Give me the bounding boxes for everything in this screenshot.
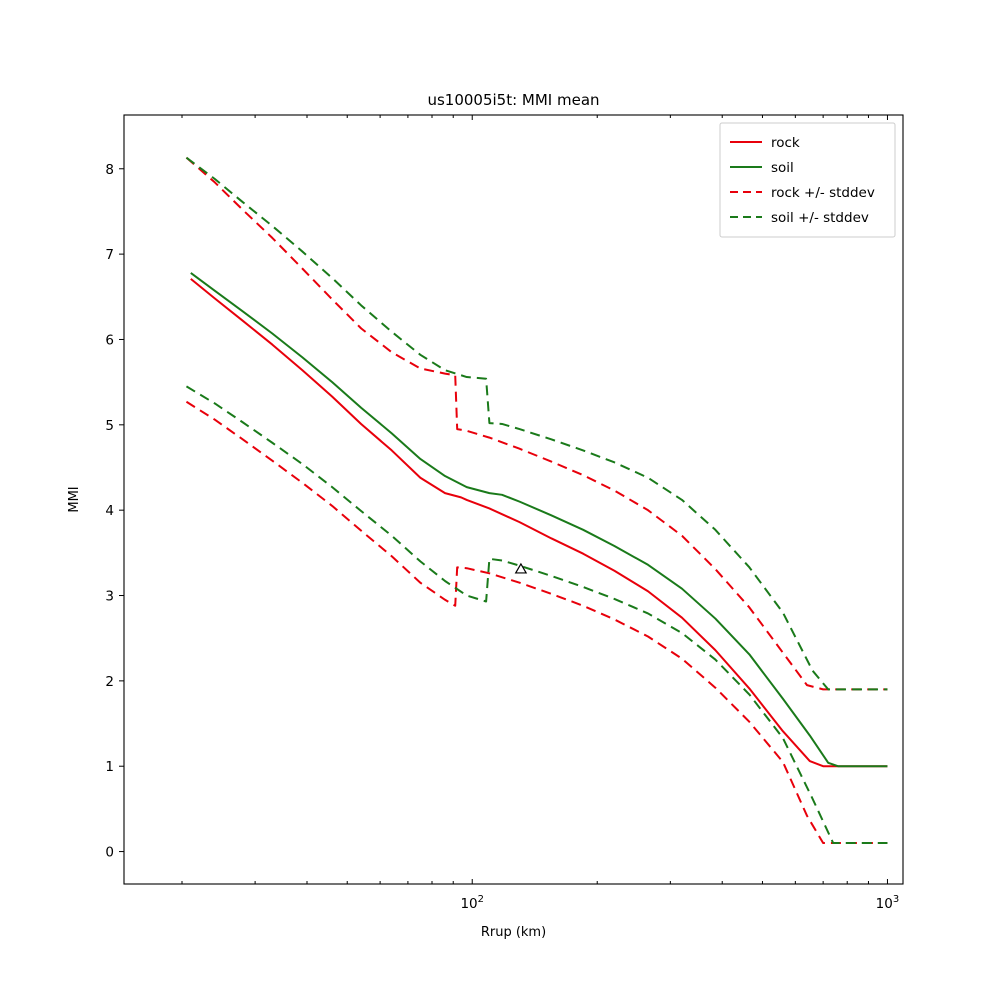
y-axis-label: MMI [67,486,82,512]
legend-label-0[interactable]: rock [771,135,800,151]
y-tick-label: 8 [105,162,114,178]
x-axis-ticks: 102 103 [181,115,900,912]
series-line-soil_lower [185,385,888,845]
marker-group [514,562,528,574]
chart-title-group: us10005i5t: MMI mean [427,91,599,109]
legend-box [719,122,896,238]
x-axis-label: Rrup (km) [481,925,546,940]
y-axis-ticks: 0 1 2 3 4 5 6 7 8 [105,162,124,861]
series-line-soil [190,272,888,768]
data-series-group [185,156,888,845]
x-tick-label: 103 [876,894,900,912]
chart-title: us10005i5t: MMI mean [427,91,599,109]
series-line-rock [190,278,888,768]
y-tick-label: 6 [105,332,114,348]
y-tick-label: 0 [105,845,114,861]
series-line-soil_upper [185,156,888,691]
y-tick-label: 5 [105,418,114,434]
axis-titles: Rrup (km) MMI [67,486,546,940]
legend-label-3[interactable]: soil +/- stddev [771,210,869,226]
y-tick-label: 7 [105,247,114,263]
series-line-rock_lower [185,400,888,845]
series-line-rock_upper [185,156,888,691]
y-tick-label: 1 [105,759,114,775]
y-tick-label: 4 [105,503,114,519]
legend-label-1[interactable]: soil [771,160,794,176]
x-tick-label: 102 [460,894,484,912]
y-tick-label: 2 [105,674,114,690]
station-marker [514,562,528,574]
axes-frame [123,114,904,885]
y-tick-label: 3 [105,589,114,605]
legend-label-2[interactable]: rock +/- stddev [771,185,875,201]
plot-frame [123,114,904,885]
legend[interactable]: rock soil rock +/- stddev soil +/- stddev [719,122,896,238]
